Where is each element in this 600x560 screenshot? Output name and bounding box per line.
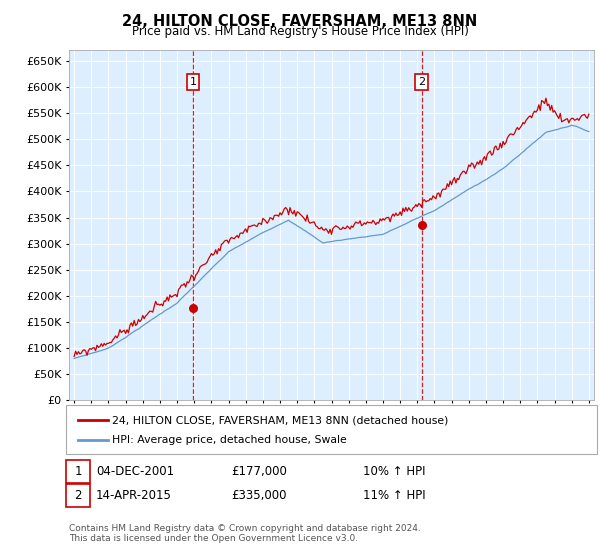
Text: £335,000: £335,000 xyxy=(231,489,287,502)
Text: 2: 2 xyxy=(74,489,82,502)
Text: 2: 2 xyxy=(418,77,425,87)
Text: 11% ↑ HPI: 11% ↑ HPI xyxy=(363,489,425,502)
Text: 10% ↑ HPI: 10% ↑ HPI xyxy=(363,465,425,478)
Text: Price paid vs. HM Land Registry's House Price Index (HPI): Price paid vs. HM Land Registry's House … xyxy=(131,25,469,38)
Text: 1: 1 xyxy=(74,465,82,478)
Point xyxy=(417,221,427,230)
Text: 1: 1 xyxy=(190,77,196,87)
Point xyxy=(188,304,197,312)
Text: Contains HM Land Registry data © Crown copyright and database right 2024.: Contains HM Land Registry data © Crown c… xyxy=(69,524,421,533)
Text: 24, HILTON CLOSE, FAVERSHAM, ME13 8NN: 24, HILTON CLOSE, FAVERSHAM, ME13 8NN xyxy=(122,14,478,29)
Text: 14-APR-2015: 14-APR-2015 xyxy=(96,489,172,502)
Text: HPI: Average price, detached house, Swale: HPI: Average price, detached house, Swal… xyxy=(112,435,347,445)
Text: 04-DEC-2001: 04-DEC-2001 xyxy=(96,465,174,478)
Text: This data is licensed under the Open Government Licence v3.0.: This data is licensed under the Open Gov… xyxy=(69,534,358,543)
Text: 24, HILTON CLOSE, FAVERSHAM, ME13 8NN (detached house): 24, HILTON CLOSE, FAVERSHAM, ME13 8NN (d… xyxy=(112,415,449,425)
Text: £177,000: £177,000 xyxy=(231,465,287,478)
